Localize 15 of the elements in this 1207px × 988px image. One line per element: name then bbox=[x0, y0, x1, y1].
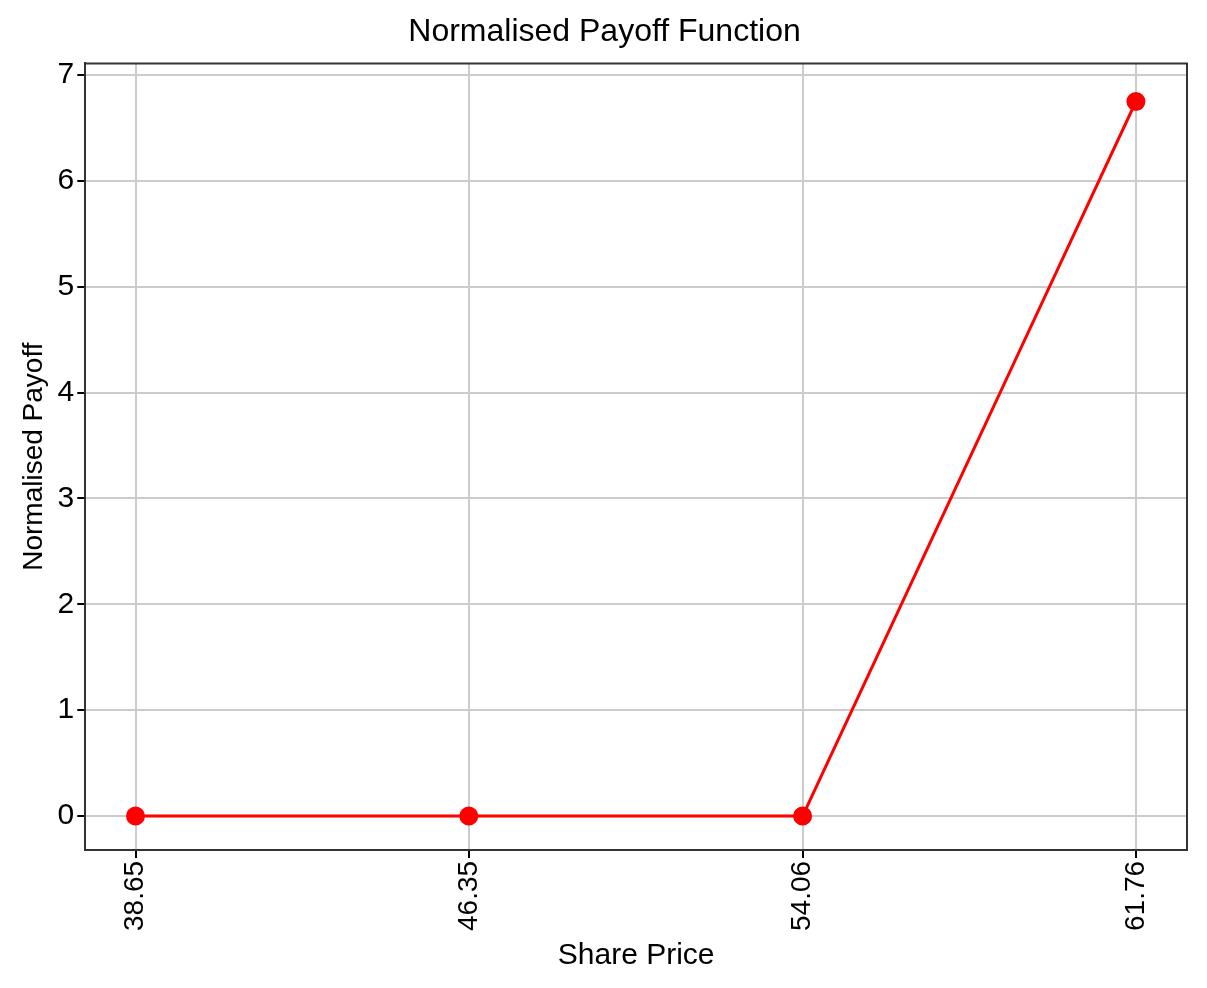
y-tick-label: 5 bbox=[57, 268, 75, 302]
y-tick-label: 7 bbox=[57, 56, 75, 90]
y-tick-label: 6 bbox=[57, 162, 75, 196]
x-tick-label: 38.65 bbox=[118, 860, 150, 932]
y-tick-label: 0 bbox=[57, 797, 75, 831]
y-tick-label: 3 bbox=[57, 479, 75, 513]
y-tick-label: 2 bbox=[57, 585, 75, 619]
y-axis-title: Normalised Payoff bbox=[16, 342, 48, 571]
x-tick-label: 46.35 bbox=[451, 860, 483, 932]
x-tick-label: 54.06 bbox=[785, 860, 817, 932]
y-tick-label: 1 bbox=[57, 691, 75, 725]
x-tick-label: 61.76 bbox=[1118, 860, 1150, 932]
x-axis-title: Share Price bbox=[557, 937, 715, 971]
chart-title: Normalised Payoff Function bbox=[408, 12, 801, 49]
y-tick-label: 4 bbox=[57, 373, 75, 407]
